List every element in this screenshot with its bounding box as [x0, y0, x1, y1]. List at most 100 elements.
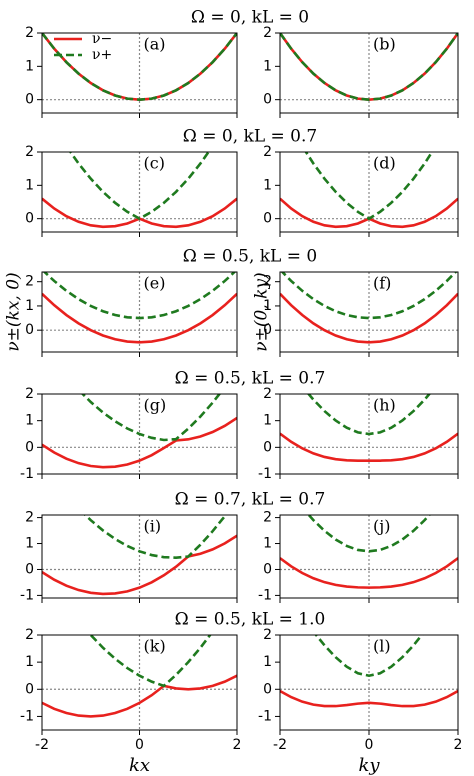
y-tick-label: 0: [25, 92, 34, 108]
row-title: Ω = 0, kL = 0: [191, 8, 309, 28]
curve: [306, 394, 432, 436]
panel-label: (l): [373, 637, 391, 656]
panel-label: (g): [144, 396, 167, 415]
y-tick-label: 2: [263, 627, 272, 643]
axes-frame: [41, 634, 238, 731]
curve: [42, 674, 237, 718]
plot-area: [42, 635, 237, 718]
axes-frame: [279, 271, 459, 353]
y-tick-label: 1: [263, 298, 272, 314]
y-tick-label: 1: [25, 654, 34, 670]
y-tick-label: 1: [25, 298, 34, 314]
row-title: Ω = 0.5, kL = 1.0: [175, 610, 326, 630]
plot-area: [280, 272, 458, 344]
curve: [83, 515, 228, 559]
plot-area: [42, 33, 237, 101]
axes-frame: [279, 634, 459, 731]
panel-label: (b): [373, 35, 396, 54]
curve: [280, 557, 458, 589]
y-tick-label: 0: [25, 681, 34, 697]
axes-frame: [279, 393, 459, 475]
plot-area: [280, 635, 458, 708]
curve: [280, 432, 458, 462]
y-tick-label: 1: [25, 58, 34, 74]
axes-frame: [279, 151, 459, 233]
axes-frame: [279, 32, 459, 114]
row-title: Ω = 0.5, kL = 0: [183, 247, 317, 267]
y-tick-label: -1: [20, 466, 34, 482]
plot-area: [42, 152, 237, 229]
panel-label: (d): [373, 154, 396, 173]
y-tick-label: -1: [258, 587, 272, 603]
curve: [280, 33, 458, 101]
panel-label: (k): [144, 637, 166, 656]
y-tick-label: 1: [263, 177, 272, 193]
y-tick-label: 1: [263, 536, 272, 552]
y-tick-label: 2: [263, 386, 272, 402]
axes-frame: [279, 514, 459, 599]
x-tick-label: 2: [454, 737, 463, 753]
y-tick-label: 1: [263, 413, 272, 429]
curve: [307, 515, 431, 553]
y-tick-label: 2: [263, 510, 272, 526]
panel-label: (f): [373, 274, 391, 293]
curve: [42, 33, 237, 101]
y-tick-label: 2: [25, 627, 34, 643]
y-tick-label: 2: [25, 274, 34, 290]
x-tick-label: -2: [35, 737, 49, 753]
plot-area: [42, 515, 237, 596]
plot-area: [280, 394, 458, 462]
plot-area: [280, 33, 458, 101]
y-tick-label: 2: [25, 510, 34, 526]
plot-area: [42, 272, 237, 344]
y-tick-label: -1: [20, 587, 34, 603]
row-title: Ω = 0, kL = 0.7: [183, 127, 317, 147]
y-tick-label: 0: [263, 211, 272, 227]
panel-label: (h): [373, 396, 396, 415]
row-title: Ω = 0.7, kL = 0.7: [175, 490, 326, 510]
y-tick-label: 0: [25, 439, 34, 455]
y-tick-label: 0: [263, 681, 272, 697]
y-tick-label: 2: [263, 144, 272, 160]
curve: [314, 635, 424, 678]
curve: [42, 272, 237, 320]
legend-label: ν+: [92, 47, 112, 63]
row-title: Ω = 0.5, kL = 0.7: [175, 369, 326, 389]
curve: [42, 534, 237, 596]
axes-frame: [41, 32, 238, 114]
curve: [68, 152, 211, 221]
y-tick-label: 0: [263, 322, 272, 338]
x-axis-label: ky: [358, 755, 380, 776]
curve: [89, 635, 212, 688]
y-tick-label: 2: [25, 386, 34, 402]
axes-frame: [41, 514, 238, 599]
y-axis-label: ν±(kx, 0): [4, 272, 24, 351]
curve: [280, 272, 458, 320]
y-tick-label: 2: [263, 25, 272, 41]
axes-frame: [41, 271, 238, 353]
y-tick-label: 2: [25, 144, 34, 160]
x-tick-label: -2: [273, 737, 287, 753]
curve: [280, 292, 458, 344]
y-tick-label: 2: [263, 274, 272, 290]
panel-label: (e): [144, 274, 166, 293]
y-tick-label: 0: [25, 561, 34, 577]
y-axis-label: ν±(0, ky): [252, 272, 272, 351]
axes-frame: [41, 393, 238, 475]
curve: [42, 416, 237, 469]
y-tick-label: 0: [25, 322, 34, 338]
y-tick-label: -1: [20, 708, 34, 724]
x-tick-label: 2: [233, 737, 242, 753]
y-tick-label: 0: [25, 211, 34, 227]
x-axis-label: kx: [129, 755, 150, 776]
y-tick-label: 1: [263, 58, 272, 74]
y-tick-label: 1: [263, 654, 272, 670]
panel-label: (c): [144, 154, 165, 173]
y-tick-label: 2: [25, 25, 34, 41]
y-tick-label: 0: [263, 439, 272, 455]
x-tick-label: 0: [135, 737, 144, 753]
y-tick-label: 1: [25, 177, 34, 193]
panel-label: (i): [144, 517, 162, 536]
y-tick-label: 0: [263, 92, 272, 108]
